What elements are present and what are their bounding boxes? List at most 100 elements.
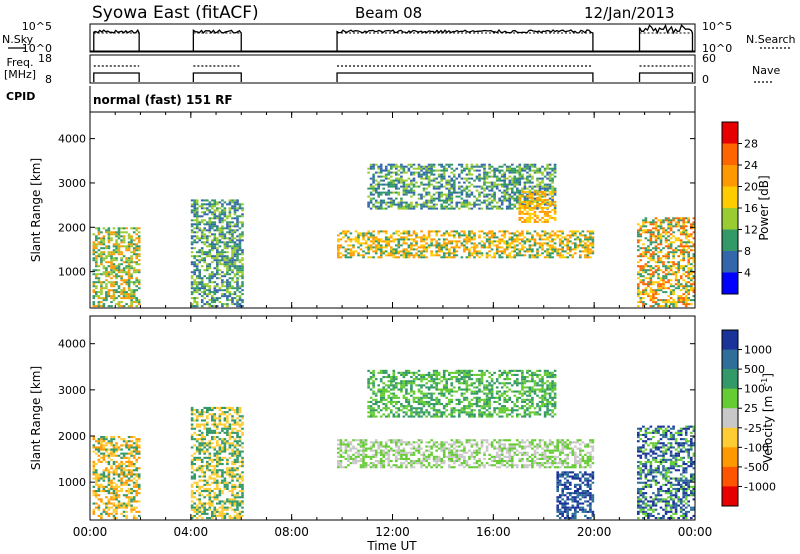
heatmap-cell <box>228 446 232 449</box>
heatmap-cell <box>483 193 486 196</box>
heatmap-cell <box>97 504 101 507</box>
heatmap-cell <box>228 223 232 226</box>
heatmap-cell <box>112 487 116 490</box>
heatmap-cell <box>195 215 199 218</box>
heatmap-cell <box>127 305 131 308</box>
heatmap-cell <box>684 229 688 232</box>
heatmap-cell <box>546 202 549 205</box>
heatmap-cell <box>208 235 212 238</box>
heatmap-cell <box>241 433 244 436</box>
heatmap-cell <box>400 250 403 253</box>
heatmap-cell <box>226 259 229 262</box>
heatmap-cell <box>216 431 219 434</box>
heatmap-cell <box>679 239 683 242</box>
heatmap-cell <box>218 201 222 204</box>
heatmap-cell <box>117 490 121 493</box>
heatmap-cell <box>523 204 527 207</box>
heatmap-cell <box>513 167 517 170</box>
heatmap-cell <box>405 254 408 257</box>
heatmap-cell <box>518 216 522 219</box>
heatmap-cell <box>669 237 673 240</box>
heatmap-cell <box>468 173 471 176</box>
heatmap-cell <box>236 279 239 282</box>
heatmap-cell <box>208 483 212 486</box>
heatmap-cell <box>500 191 504 194</box>
heatmap-cell <box>107 492 111 495</box>
heatmap-cell <box>193 213 196 216</box>
heatmap-cell <box>657 281 660 284</box>
heatmap-cell <box>531 163 534 166</box>
heatmap-cell <box>213 259 217 262</box>
heatmap-cell <box>677 279 680 282</box>
heatmap-cell <box>120 231 123 234</box>
heatmap-cell <box>470 242 474 245</box>
heatmap-cell <box>463 246 466 249</box>
heatmap-cell <box>505 167 509 170</box>
heatmap-cell <box>105 438 108 441</box>
heatmap-cell <box>107 273 111 276</box>
heatmap-cell <box>241 496 244 499</box>
heatmap-cell <box>505 165 509 168</box>
heatmap-cell <box>639 299 643 302</box>
heatmap-cell <box>127 259 131 262</box>
heatmap-cell <box>690 303 693 306</box>
heatmap-cell <box>130 475 133 478</box>
heatmap-cell <box>241 463 244 466</box>
heatmap-cell <box>548 244 552 247</box>
heatmap-cell <box>228 427 232 430</box>
heatmap-cell <box>672 225 675 228</box>
heatmap-cell <box>236 431 239 434</box>
heatmap-cell <box>236 454 239 457</box>
heatmap-cell <box>516 197 519 200</box>
heatmap-cell <box>387 242 391 245</box>
heatmap-cell <box>200 419 204 422</box>
heatmap-cell <box>531 202 534 205</box>
heatmap-cell <box>211 291 214 294</box>
heatmap-cell <box>639 273 643 276</box>
heatmap-cell <box>427 193 431 196</box>
heatmap-cell <box>687 277 690 280</box>
heatmap-cell <box>112 299 116 302</box>
heatmap-cell <box>463 250 466 253</box>
heatmap-cell <box>407 207 411 210</box>
heatmap-cell <box>203 269 206 272</box>
heatmap-cell <box>127 281 131 284</box>
heatmap-cell <box>213 481 217 484</box>
heatmap-cell <box>200 211 204 214</box>
heatmap-cell <box>485 171 489 174</box>
heatmap-cell <box>465 199 469 202</box>
heatmap-cell <box>637 231 640 234</box>
heatmap-cell <box>465 193 469 196</box>
heatmap-cell <box>493 183 496 186</box>
heatmap-cell <box>437 246 441 249</box>
heatmap-cell <box>392 185 396 188</box>
heatmap-cell <box>516 199 519 202</box>
heatmap-cell <box>107 295 111 298</box>
heatmap-cell <box>226 251 229 254</box>
heatmap-cell <box>455 195 459 198</box>
heatmap-cell <box>561 230 564 233</box>
heatmap-cell <box>654 245 658 248</box>
heatmap-cell <box>213 413 217 416</box>
heatmap-cell <box>216 267 219 270</box>
heatmap-cell <box>228 475 232 478</box>
heatmap-cell <box>435 230 438 233</box>
heatmap-cell <box>448 181 451 184</box>
heatmap-cell <box>644 237 648 240</box>
heatmap-cell <box>541 246 544 249</box>
heatmap-cell <box>218 494 222 497</box>
heatmap-cell <box>536 216 539 219</box>
heatmap-cell <box>97 295 101 298</box>
heatmap-cell <box>672 231 675 234</box>
heatmap-cell <box>200 433 204 436</box>
heatmap-cell <box>344 232 348 235</box>
heatmap-cell <box>377 165 380 168</box>
heatmap-cell <box>238 235 242 238</box>
heatmap-cell <box>218 413 222 416</box>
heatmap-cell <box>637 287 640 290</box>
heatmap-cell <box>523 200 527 203</box>
heatmap-cell <box>551 234 554 237</box>
heatmap-cell <box>485 199 489 202</box>
heatmap-cell <box>382 240 385 243</box>
heatmap-cell <box>100 285 103 288</box>
